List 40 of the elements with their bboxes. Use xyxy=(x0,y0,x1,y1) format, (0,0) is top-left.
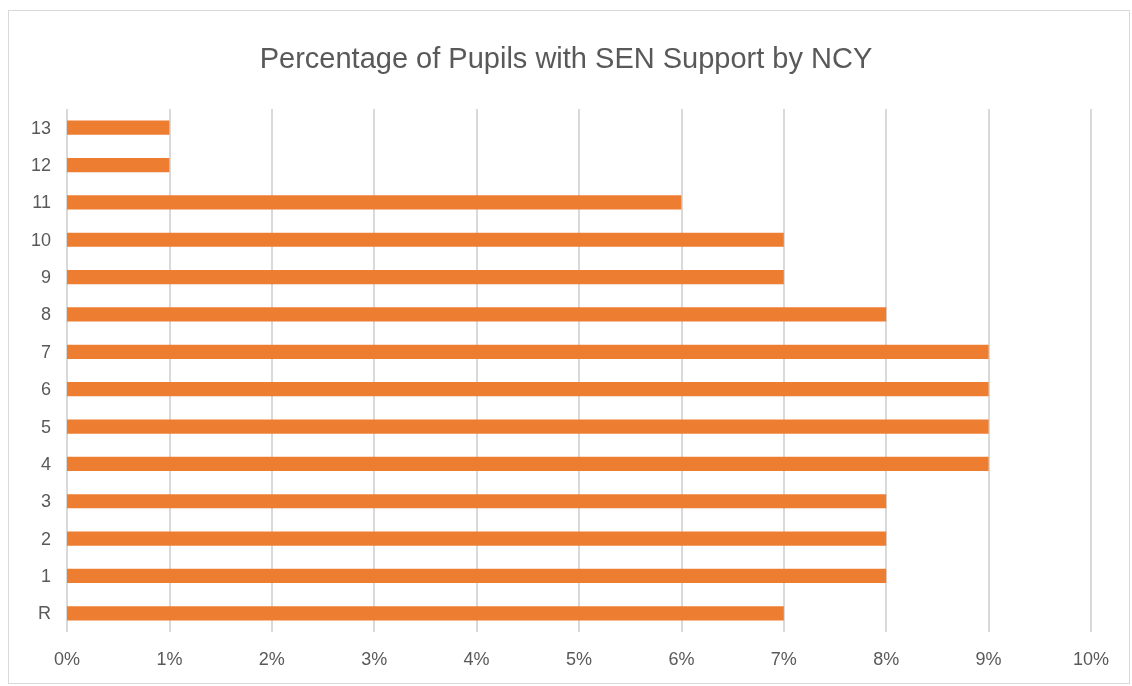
y-tick-label: 7 xyxy=(40,341,51,362)
y-tick-label: R xyxy=(38,603,51,624)
y-tick-label: 11 xyxy=(32,192,51,213)
y-tick-label: 5 xyxy=(40,416,51,437)
x-tick-label: 10% xyxy=(1072,649,1110,669)
x-tick-label: 9% xyxy=(975,649,1002,669)
x-tick-label: 4% xyxy=(463,649,490,669)
y-tick-label: 4 xyxy=(40,453,51,474)
x-tick-label: 8% xyxy=(873,649,900,669)
bar xyxy=(67,344,989,359)
bar xyxy=(67,195,682,210)
bar xyxy=(67,270,784,285)
x-tick-label: 1% xyxy=(156,649,183,669)
bar xyxy=(67,307,887,322)
bar xyxy=(67,606,784,621)
bar xyxy=(67,382,989,397)
y-tick-label: 13 xyxy=(30,117,51,138)
x-tick-label: 2% xyxy=(258,649,285,669)
x-tick-label: 5% xyxy=(565,649,593,669)
bar xyxy=(67,120,170,135)
chart-title: Percentage of Pupils with SEN Support by NCY xyxy=(259,41,873,74)
bar xyxy=(67,456,989,471)
bar xyxy=(67,157,170,173)
y-tick-label: 10 xyxy=(30,229,51,250)
y-tick-label: 8 xyxy=(40,304,51,325)
bar xyxy=(67,419,989,434)
x-tick-label: 3% xyxy=(361,649,388,669)
y-tick-label: 2 xyxy=(40,528,51,549)
bar xyxy=(67,232,784,247)
bar xyxy=(67,568,887,584)
y-tick-label: 3 xyxy=(40,491,51,512)
bar xyxy=(67,531,887,546)
y-tick-label: 9 xyxy=(40,267,51,288)
bar xyxy=(67,494,887,509)
x-tick-label: 0% xyxy=(53,649,81,669)
y-tick-label: 6 xyxy=(40,379,51,400)
y-tick-label: 1 xyxy=(40,565,51,586)
x-tick-label: 7% xyxy=(770,649,797,669)
y-tick-label: 12 xyxy=(30,155,51,176)
x-tick-label: 6% xyxy=(668,649,695,669)
